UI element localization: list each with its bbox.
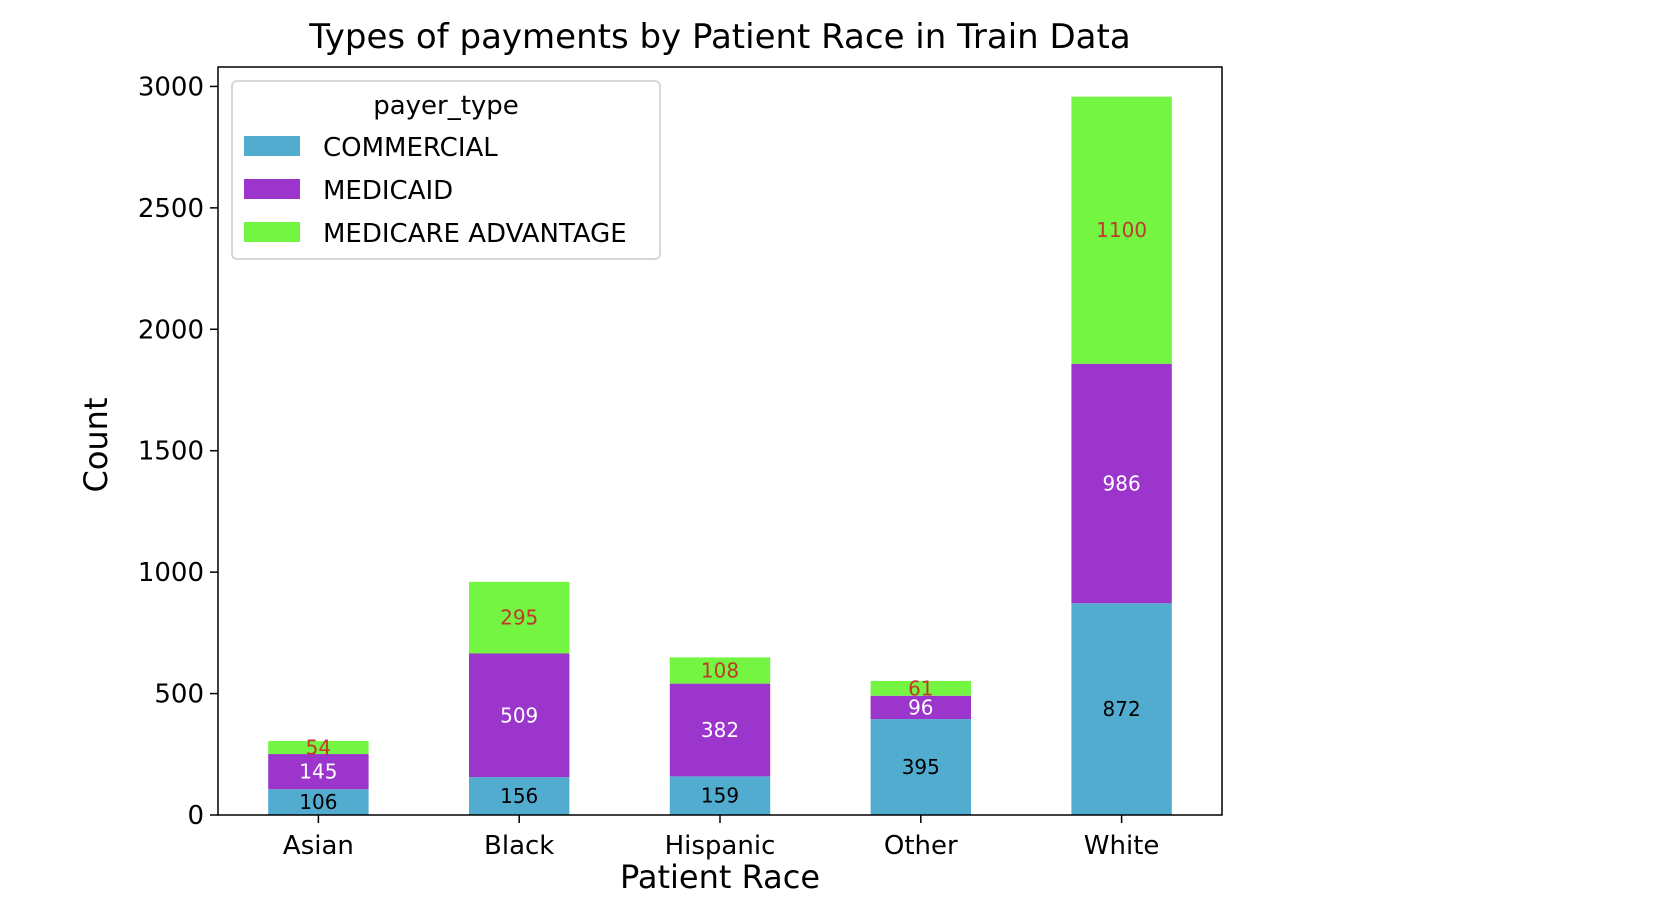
data-label: 872 [1103, 697, 1141, 721]
legend-swatch [244, 179, 300, 199]
data-label: 61 [908, 676, 933, 700]
y-tick-label: 2500 [138, 194, 204, 224]
bar-other-medicare-advantage [870, 680, 971, 696]
y-tick-label: 1000 [138, 558, 204, 588]
bar-other-commercial [870, 719, 971, 815]
bar-white-commercial [1071, 603, 1172, 815]
x-tick-label: White [1084, 831, 1160, 861]
y-tick-label: 0 [187, 801, 204, 831]
data-label: 159 [701, 784, 739, 808]
chart-title: Types of payments by Patient Race in Tra… [308, 17, 1130, 57]
y-tick-label: 2000 [138, 315, 204, 345]
legend-frame [231, 80, 661, 260]
data-label: 986 [1103, 472, 1141, 496]
bar-white-medicaid [1071, 363, 1172, 604]
bar-other-medicaid [870, 695, 971, 720]
y-axis-label: Count [77, 397, 115, 492]
bar-hispanic-commercial [669, 776, 771, 815]
data-label: 145 [299, 760, 337, 784]
bar-black-commercial [469, 777, 570, 815]
x-tick-label: Asian [283, 831, 354, 861]
bar-asian-medicaid [268, 754, 369, 790]
x-axis-label: Patient Race [620, 858, 820, 896]
data-label: 96 [908, 695, 933, 719]
legend-label: COMMERCIAL [323, 133, 498, 163]
bar-white-medicare-advantage [1071, 96, 1172, 364]
bar-hispanic-medicaid [669, 683, 771, 777]
bars-layer [268, 96, 1172, 815]
data-label: 395 [902, 755, 940, 779]
bar-black-medicare-advantage [469, 581, 570, 654]
legend: payer_type COMMERCIAL MEDICAID MEDICARE AD… [231, 80, 661, 260]
x-tick-label: Other [884, 831, 958, 861]
data-label: 156 [500, 784, 538, 808]
data-label: 108 [701, 659, 739, 683]
legend-title: payer_type [373, 91, 519, 121]
data-label: 295 [500, 606, 538, 630]
legend-items: COMMERCIAL MEDICAID MEDICARE ADVANTAGE [244, 133, 627, 249]
data-label: 54 [306, 735, 331, 759]
bar-asian-medicare-advantage [268, 740, 369, 755]
legend-swatch [244, 222, 300, 242]
axes-layer: 0 500 1000 1500 2000 2500 3000 Asian Black Hispan… [138, 66, 1223, 861]
legend-label: MEDICARE ADVANTAGE [323, 219, 627, 249]
bar-hispanic-medicare-advantage [669, 657, 771, 684]
data-label: 1100 [1096, 218, 1147, 242]
y-tick-label: 500 [154, 680, 204, 710]
legend-label: MEDICAID [323, 176, 453, 206]
x-tick-label: Hispanic [665, 831, 776, 861]
data-label: 382 [701, 718, 739, 742]
x-tick-label: Black [484, 831, 554, 861]
data-label: 106 [299, 790, 337, 814]
data-label: 509 [500, 703, 538, 727]
y-tick-label: 1500 [138, 437, 204, 467]
bar-black-medicaid [469, 653, 570, 778]
bar-asian-commercial [268, 789, 369, 815]
legend-swatch [244, 136, 300, 156]
y-tick-label: 3000 [138, 72, 204, 102]
